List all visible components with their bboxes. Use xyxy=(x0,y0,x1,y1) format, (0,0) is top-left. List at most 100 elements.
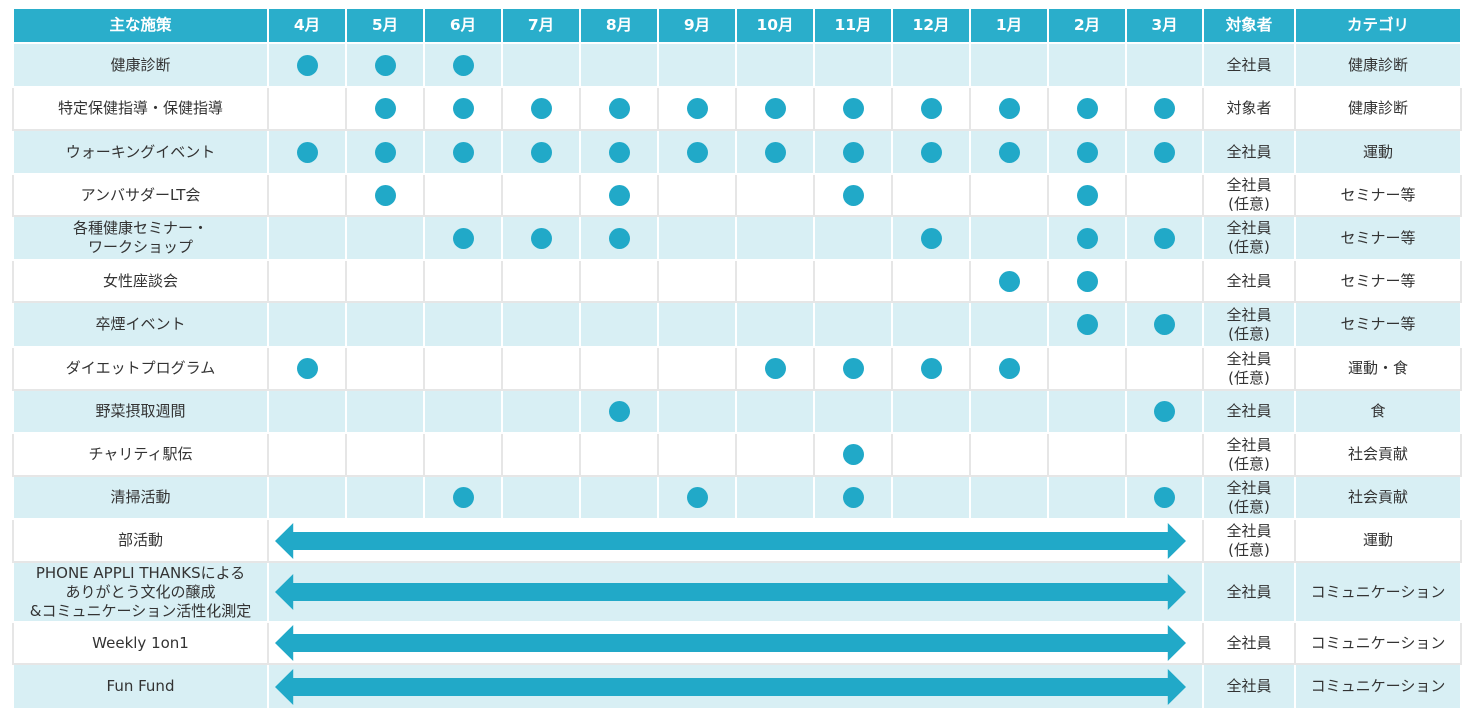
month-cell xyxy=(267,259,347,303)
scheduled-dot-icon xyxy=(1076,270,1098,292)
month-cell xyxy=(501,86,581,131)
month-cell xyxy=(735,475,815,520)
target-cell: 対象者 xyxy=(1202,86,1296,131)
month-cell xyxy=(423,259,503,303)
month-cell xyxy=(735,259,815,303)
month-cell xyxy=(345,389,425,434)
month-cell xyxy=(423,389,503,434)
measure-name-line: 特定保健指導・保健指導 xyxy=(57,99,223,117)
scheduled-dot-icon xyxy=(842,487,864,508)
target-line: (任意) xyxy=(1228,324,1270,343)
month-cell xyxy=(1125,173,1204,217)
category-cell: セミナー等 xyxy=(1294,173,1462,217)
month-cell xyxy=(267,86,347,131)
month-cell xyxy=(1047,432,1127,477)
month-cell xyxy=(891,259,971,303)
measure-name-line: Weekly 1on1 xyxy=(92,633,189,652)
month-cell xyxy=(969,475,1049,520)
month-cell xyxy=(1047,475,1127,520)
month-cell xyxy=(891,129,971,175)
measure-name-cell: PHONE APPLI THANKSによる ありがとう文化の醸成 &コミュニケーショ… xyxy=(12,561,269,623)
scheduled-dot-icon xyxy=(1154,314,1175,335)
measure-name-cell: Weekly 1on1 xyxy=(12,621,269,665)
scheduled-dot-icon xyxy=(1076,227,1098,249)
month-cell xyxy=(657,173,737,217)
scheduled-dot-icon xyxy=(296,54,318,76)
month-cell xyxy=(1125,129,1204,175)
month-cell xyxy=(735,432,815,477)
month-cell xyxy=(1047,389,1127,434)
month-cell xyxy=(891,389,971,434)
target-line: 全社員 xyxy=(1226,271,1272,290)
scheduled-dot-icon xyxy=(842,444,864,465)
scheduled-dot-icon xyxy=(530,227,552,249)
target-line: 全社員 xyxy=(1226,435,1272,454)
month-cell xyxy=(969,259,1049,303)
scheduled-dot-icon xyxy=(1154,401,1175,422)
double-arrow-icon xyxy=(275,667,1186,707)
month-cell xyxy=(423,129,503,175)
header-month: 1月 xyxy=(969,7,1049,44)
target-cell: 全社員 (任意) xyxy=(1202,346,1296,391)
month-cell xyxy=(501,346,581,391)
measure-name-cell: チャリティ駅伝 xyxy=(12,432,269,477)
measure-name-cell: 女性座談会 xyxy=(12,259,269,303)
month-cell xyxy=(267,215,347,261)
category-cell: コミュニケーション xyxy=(1294,621,1462,665)
measure-name-line: 清掃活動 xyxy=(110,488,171,506)
month-cell xyxy=(501,389,581,434)
scheduled-dot-icon xyxy=(1154,487,1175,508)
scheduled-dot-icon xyxy=(530,98,552,119)
target-cell: 全社員 (任意) xyxy=(1202,432,1296,477)
month-cell xyxy=(1047,129,1127,175)
target-cell: 全社員 xyxy=(1202,389,1296,434)
month-cell xyxy=(345,475,425,520)
scheduled-dot-icon xyxy=(842,98,864,119)
month-cell xyxy=(1047,173,1127,217)
header-month: 5月 xyxy=(345,7,425,44)
scheduled-dot-icon xyxy=(452,487,474,508)
month-cell xyxy=(813,259,893,303)
measure-name-line: ワークショップ xyxy=(87,238,193,256)
measure-name-line: 健康診断 xyxy=(110,55,171,74)
target-cell: 全社員 (任意) xyxy=(1202,518,1296,563)
table-row: 清掃活動 全社員 (任意) 社会貢献 xyxy=(12,475,1462,520)
month-cell xyxy=(423,42,503,88)
target-line: 全社員 xyxy=(1226,582,1272,601)
scheduled-dot-icon xyxy=(608,401,630,422)
category-cell: 食 xyxy=(1294,389,1462,434)
scheduled-dot-icon xyxy=(1154,98,1175,119)
table-row: Fun Fund 全社員 コミュニケーション xyxy=(12,663,1462,710)
double-arrow-icon xyxy=(275,572,1186,612)
month-cell xyxy=(969,42,1049,88)
month-cell xyxy=(267,42,347,88)
month-cell xyxy=(345,346,425,391)
month-cell xyxy=(969,346,1049,391)
header-category: カテゴリ xyxy=(1294,7,1462,44)
scheduled-dot-icon xyxy=(1154,141,1175,163)
target-line: 全社員 xyxy=(1226,176,1272,194)
table-row: 野菜摂取週間 全社員 食 xyxy=(12,389,1462,434)
month-cell xyxy=(657,301,737,348)
measure-name-cell: 各種健康セミナー・ ワークショップ xyxy=(12,215,269,261)
scheduled-dot-icon xyxy=(608,227,630,249)
month-cell xyxy=(657,215,737,261)
header-month: 4月 xyxy=(267,7,347,44)
year-round-span-cell xyxy=(267,518,1204,563)
category-cell: コミュニケーション xyxy=(1294,561,1462,623)
table-row: 卒煙イベント 全社員 (任意) セミナー等 xyxy=(12,301,1462,348)
scheduled-dot-icon xyxy=(998,141,1020,163)
month-cell xyxy=(579,129,659,175)
measure-name-line: ありがとう文化の醸成 xyxy=(65,582,216,601)
target-cell: 全社員 xyxy=(1202,561,1296,623)
header-month: 6月 xyxy=(423,7,503,44)
measure-name-line: 卒煙イベント xyxy=(95,315,186,333)
month-cell xyxy=(579,346,659,391)
target-line: 全社員 xyxy=(1226,402,1272,420)
measure-name-line: &コミュニケーション活性化測定 xyxy=(29,601,252,620)
scheduled-dot-icon xyxy=(998,270,1020,292)
header-month: 12月 xyxy=(891,7,971,44)
table-row: アンバサダーLT会 全社員 (任意) セミナー等 xyxy=(12,173,1462,217)
month-cell xyxy=(969,129,1049,175)
target-line: (任意) xyxy=(1228,368,1270,387)
